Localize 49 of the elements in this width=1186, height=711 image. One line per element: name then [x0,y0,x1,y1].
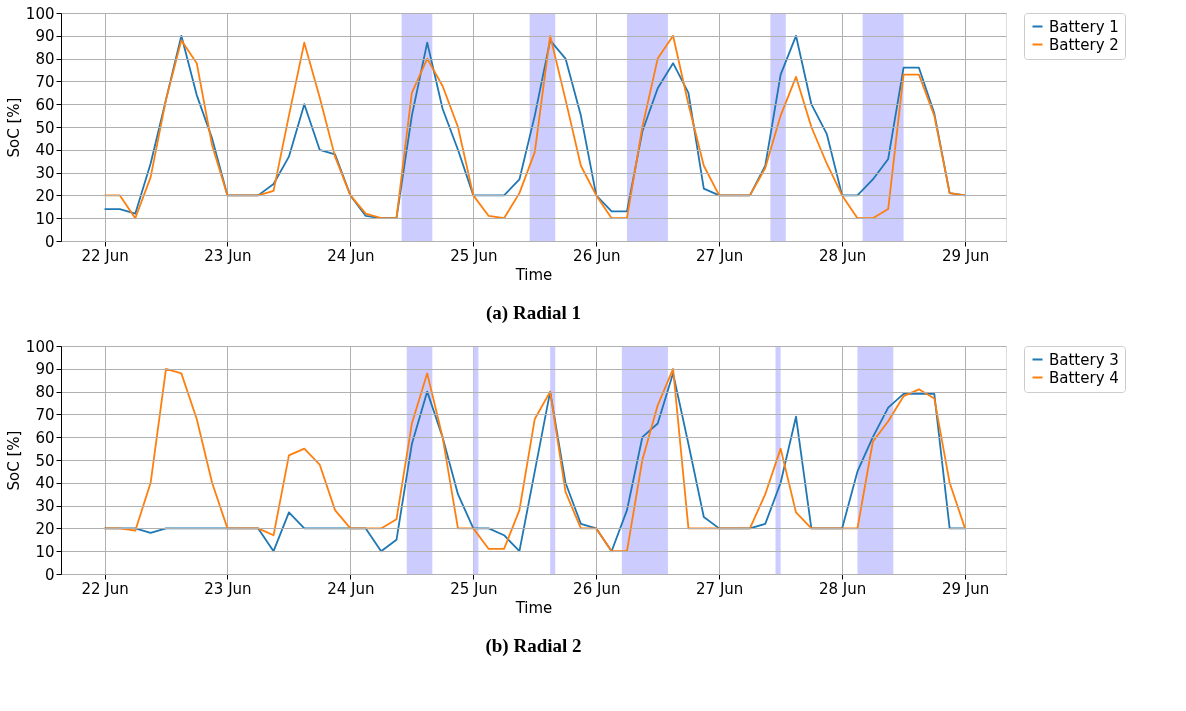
x-tick-label: 27 Jun [696,579,744,598]
y-tick-label: 100 [25,337,55,356]
legend-label: Battery 1 [1049,17,1119,36]
y-tick-label: 10 [35,542,55,561]
y-tick-label: 10 [35,209,55,228]
y-axis-title: SoC [%] [4,97,23,158]
x-tick-label: 23 Jun [204,579,252,598]
y-tick-label: 50 [35,118,55,137]
y-tick-label: 40 [35,474,55,493]
x-axis-title: Time [514,265,553,284]
x-tick-label: 28 Jun [818,579,867,598]
x-tick-label: 22 Jun [81,579,129,598]
y-tick-label: 40 [35,141,55,160]
line-series [103,34,966,220]
x-tick-label: 26 Jun [573,579,621,598]
legend-label: Battery 4 [1049,368,1119,387]
y-tick-label: 20 [35,186,55,205]
y-tick-label: 90 [35,360,55,379]
y-tick-label: 80 [35,50,55,69]
legend-label: Battery 3 [1049,350,1119,369]
y-tick-label: 80 [35,383,55,402]
y-tick-label: 0 [44,565,55,584]
x-tick-label: 24 Jun [327,579,375,598]
text: (a) Radial 1 [486,302,581,324]
x-tick-label: 23 Jun [204,246,252,265]
y-tick-label: 100 [25,4,55,23]
x-tick-label: 24 Jun [327,246,375,265]
text: (b) Radial 2 [485,635,582,657]
x-tick-label: 27 Jun [696,246,744,265]
y-tick-label: 90 [35,27,55,46]
x-tick-label: 26 Jun [573,246,621,265]
x-axis-title: Time [514,598,553,617]
y-tick-label: 70 [35,72,55,91]
x-tick-label: 22 Jun [81,246,129,265]
x-tick-label: 29 Jun [941,579,990,598]
x-tick-label: 28 Jun [818,246,867,265]
y-tick-label: 50 [35,451,55,470]
x-tick-label: 29 Jun [941,246,990,265]
x-tick-label: 25 Jun [450,246,498,265]
y-tick-label: 60 [35,95,55,114]
y-tick-label: 60 [35,428,55,447]
y-tick-label: 70 [35,405,55,424]
y-tick-label: 30 [35,164,55,183]
legend-label: Battery 2 [1049,35,1119,54]
x-tick-label: 25 Jun [450,579,498,598]
y-tick-label: 20 [35,519,55,538]
y-tick-label: 0 [44,232,55,251]
y-tick-label: 30 [35,497,55,516]
y-axis-title: SoC [%] [4,430,23,491]
